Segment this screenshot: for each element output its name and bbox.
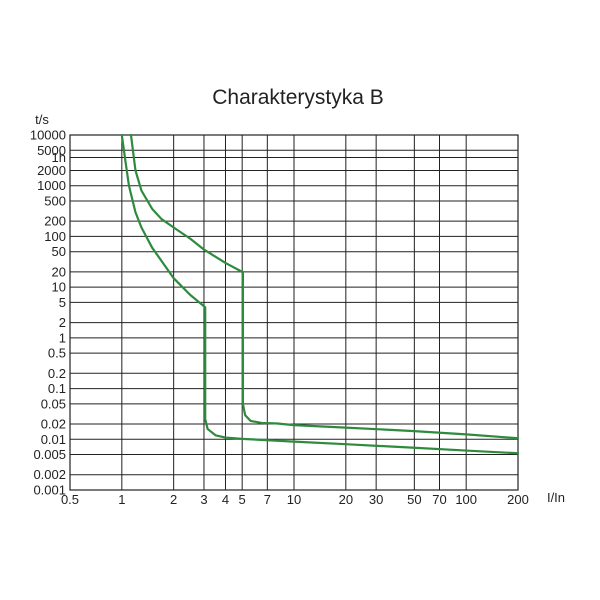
x-tick-label-0: 0.5 (61, 492, 79, 507)
y-tick-label-6: 200 (44, 214, 66, 229)
x-tick-label-3: 3 (200, 492, 207, 507)
x-tick-label-13: 200 (507, 492, 529, 507)
y-tick-label-17: 0.05 (41, 396, 66, 411)
y-tick-label-22: 0.001 (33, 483, 66, 498)
x-tick-label-6: 7 (264, 492, 271, 507)
x-tick-label-12: 100 (455, 492, 477, 507)
y-tick-label-13: 1 (59, 330, 66, 345)
x-tick-label-9: 30 (369, 492, 383, 507)
y-axis-label: t/s (35, 112, 49, 127)
y-tick-label-21: 0.002 (33, 467, 66, 482)
y-tick-label-12: 2 (59, 315, 66, 330)
y-tick-label-1: 5000 (37, 143, 66, 158)
y-tick-label-7: 100 (44, 229, 66, 244)
y-tick-label-8: 50 (52, 244, 66, 259)
y-tick-label-15: 0.2 (48, 366, 66, 381)
x-tick-label-5: 5 (239, 492, 246, 507)
chart-title: Charakterystyka B (212, 86, 384, 109)
x-tick-label-4: 4 (222, 492, 229, 507)
series-line-0 (120, 133, 520, 455)
x-tick-label-11: 70 (432, 492, 446, 507)
y-tick-label-9: 20 (52, 264, 66, 279)
y-tick-label-20: 0.005 (33, 447, 66, 462)
y-tick-label-19: 0.01 (41, 432, 66, 447)
plot-frame (69, 134, 519, 491)
y-tick-label-10: 10 (52, 280, 66, 295)
y-tick-label-0: 10000 (30, 128, 66, 143)
x-tick-label-7: 10 (287, 492, 301, 507)
y-tick-label-4: 1000 (37, 178, 66, 193)
y-tick-label-5: 500 (44, 193, 66, 208)
x-axis-label: I/In (547, 490, 565, 505)
y-tick-label-3: 2000 (37, 163, 66, 178)
y-tick-label-11: 5 (59, 295, 66, 310)
x-tick-label-1: 1 (118, 492, 125, 507)
series (120, 133, 520, 455)
x-tick-label-8: 20 (339, 492, 353, 507)
series-line-1 (129, 133, 520, 440)
x-tick-label-10: 50 (407, 492, 421, 507)
x-tick-labels: 0.5 1 2 3 4 5 7 10 20 30 50 70 100 200 (61, 492, 529, 507)
x-tick-label-2: 2 (170, 492, 177, 507)
y-tick-label-16: 0.1 (48, 381, 66, 396)
y-tick-label-18: 0.02 (41, 417, 66, 432)
grid (69, 134, 519, 491)
y-tick-label-14: 0.5 (48, 346, 66, 361)
y-tick-label-2: 1h (52, 150, 66, 165)
